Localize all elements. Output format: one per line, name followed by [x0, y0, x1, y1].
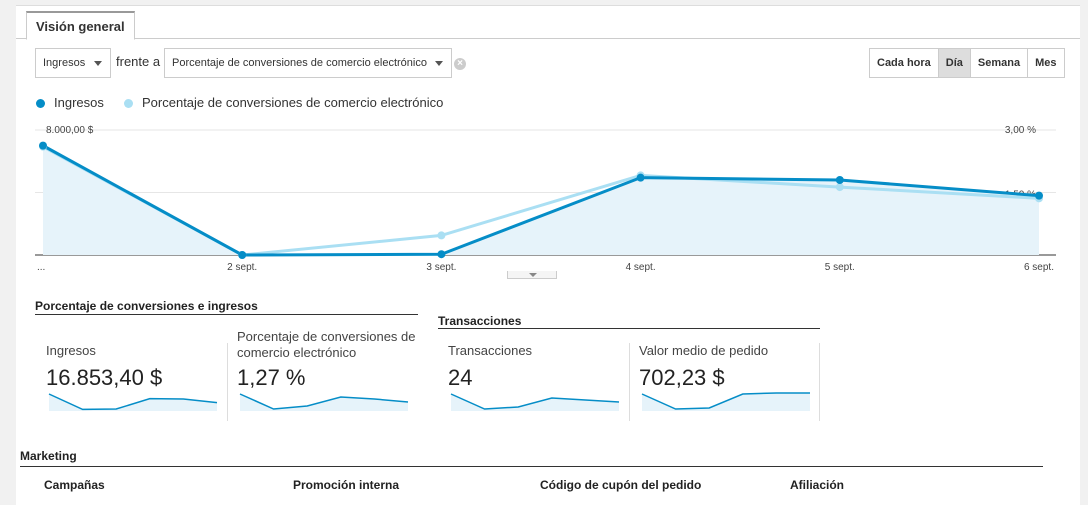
data-point-ingresos	[835, 176, 844, 184]
section-title: Porcentaje de conversiones e ingresos	[35, 299, 258, 313]
marketing-title: Marketing	[20, 449, 77, 463]
metric-divider	[819, 343, 820, 421]
metric-label: Ingresos	[46, 343, 96, 358]
granularity-toggle: Cada hora Día Semana Mes	[869, 48, 1065, 78]
sparkline-line	[450, 393, 620, 410]
marketing-col-campaigns[interactable]: Campañas	[44, 478, 105, 492]
marketing-col-affiliation[interactable]: Afiliación	[790, 478, 845, 492]
chevron-down-icon	[94, 61, 102, 66]
metric-divider	[227, 343, 228, 421]
data-point-ingresos	[39, 141, 47, 150]
x-tick-label: 3 sept.	[426, 262, 456, 273]
metric-value: 16.853,40 $	[46, 365, 163, 390]
metric-divider	[629, 343, 630, 421]
legend-dot-icon	[36, 99, 45, 108]
chevron-down-icon	[435, 61, 443, 66]
chart-collapse-handle[interactable]	[507, 271, 557, 279]
metric-card[interactable]: Ingresos 16.853,40 $	[46, 343, 226, 423]
sparkline-area	[642, 393, 810, 411]
section-divider	[35, 314, 418, 315]
data-point-conversion	[437, 231, 446, 240]
metric-value: 1,27 %	[237, 365, 306, 390]
metric-card[interactable]: Transacciones 24	[448, 343, 628, 423]
sparkline-line	[48, 393, 218, 411]
line-chart: 8.000,00 $4.000,00 $3,00 %1,50 %...2 sep…	[35, 125, 1056, 273]
sparkline-area	[49, 394, 217, 411]
section-title: Transacciones	[438, 314, 522, 328]
metric-value: 702,23 $	[639, 365, 725, 390]
x-tick-label: 4 sept.	[626, 262, 656, 273]
clear-compare-icon[interactable]: ×	[454, 58, 466, 70]
granularity-month-button[interactable]: Mes	[1027, 48, 1065, 78]
x-tick-label: 5 sept.	[825, 262, 855, 273]
metric-card[interactable]: Porcentaje de conversiones de comercio e…	[237, 329, 417, 411]
granularity-week-button[interactable]: Semana	[969, 48, 1029, 78]
sparkline-area	[240, 394, 408, 411]
metric-card[interactable]: Valor medio de pedido 702,23 $	[639, 343, 819, 423]
legend-label: Porcentaje de conversiones de comercio e…	[142, 95, 444, 110]
tab-overview[interactable]: Visión general	[26, 11, 135, 40]
metric-value: 24	[448, 365, 473, 390]
versus-label: frente a	[116, 54, 161, 69]
x-tick-label: ...	[37, 262, 45, 273]
data-point-ingresos	[1035, 191, 1043, 200]
data-point-ingresos	[238, 251, 247, 259]
metric-label: Porcentaje de conversiones de comercio e…	[237, 329, 416, 360]
legend-dot-icon	[124, 99, 133, 108]
metric-label: Valor medio de pedido	[639, 343, 769, 358]
granularity-day-button[interactable]: Día	[937, 48, 971, 78]
tab-bar: Visión general	[16, 6, 1080, 40]
sparkline	[450, 393, 620, 411]
metric2-label: Porcentaje de conversiones de comercio e…	[172, 57, 427, 69]
metric2-select[interactable]: Porcentaje de conversiones de comercio e…	[164, 48, 452, 78]
section-divider	[438, 328, 820, 329]
sparkline	[239, 393, 409, 411]
legend-label: Ingresos	[54, 95, 104, 110]
series-line-ingresos	[42, 144, 1040, 257]
x-tick-label: 6 sept.	[1024, 262, 1054, 273]
marketing-divider	[20, 466, 1043, 467]
data-point-conversion	[835, 183, 844, 192]
x-tick-label: 2 sept.	[227, 262, 257, 273]
granularity-hourly-button[interactable]: Cada hora	[869, 48, 939, 78]
sparkline-line	[641, 392, 810, 410]
metric-label: Transacciones	[448, 343, 533, 358]
sparkline	[48, 393, 218, 411]
marketing-col-internal-promo[interactable]: Promoción interna	[293, 478, 400, 492]
y-right-tick-label: 3,00 %	[1005, 125, 1036, 136]
area-fill	[43, 145, 1039, 255]
metric1-label: Ingresos	[43, 57, 86, 69]
metric1-select[interactable]: Ingresos	[35, 48, 111, 78]
y-left-tick-label: 8.000,00 $	[46, 125, 94, 136]
sparkline-line	[239, 393, 409, 410]
marketing-col-coupon[interactable]: Código de cupón del pedido	[540, 478, 702, 492]
data-point-ingresos	[437, 250, 446, 259]
data-point-ingresos	[636, 173, 645, 182]
sparkline	[641, 392, 810, 411]
